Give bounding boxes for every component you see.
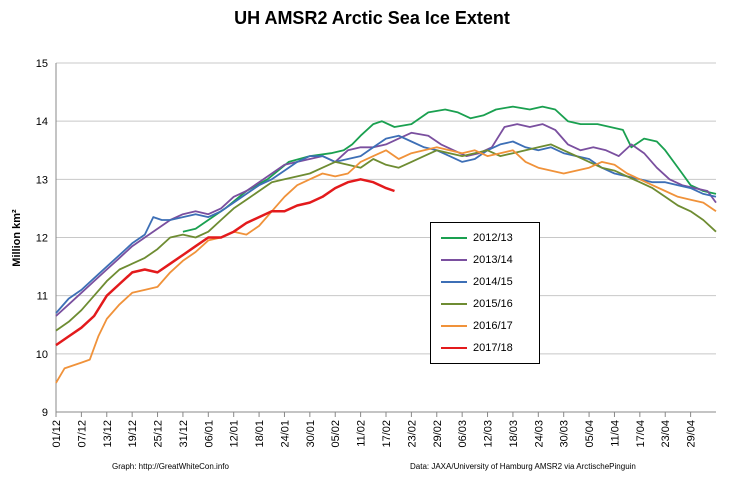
x-tick-label: 23/02 xyxy=(406,420,418,448)
legend-label: 2017/18 xyxy=(473,342,513,354)
legend-item: 2012/13 xyxy=(431,227,539,249)
legend-swatch xyxy=(441,325,467,327)
x-tick-label: 29/04 xyxy=(686,420,698,448)
x-tick-label: 11/04 xyxy=(609,420,621,447)
y-tick-label: 14 xyxy=(36,116,48,128)
x-tick-label: 29/02 xyxy=(432,420,444,448)
legend-item: 2013/14 xyxy=(431,249,539,271)
series-line-2015-16 xyxy=(55,143,717,332)
x-tick-label: 24/01 xyxy=(279,420,291,448)
x-tick-label: 11/02 xyxy=(356,420,368,447)
legend-label: 2013/14 xyxy=(473,254,513,266)
x-tick-label: 13/12 xyxy=(102,420,114,448)
x-tick-label: 25/12 xyxy=(153,420,165,448)
legend-label: 2012/13 xyxy=(473,232,513,244)
series-line-2013-14 xyxy=(55,123,717,317)
legend-label: 2016/17 xyxy=(473,320,513,332)
x-tick-label: 12/01 xyxy=(229,420,241,448)
x-tick-label: 05/02 xyxy=(330,420,342,448)
x-tick-label: 18/03 xyxy=(508,420,520,448)
legend-label: 2014/15 xyxy=(473,276,513,288)
x-tick-label: 18/01 xyxy=(254,420,266,448)
series-line-2014-15 xyxy=(55,134,717,314)
x-tick-label: 30/03 xyxy=(559,420,571,448)
y-tick-label: 9 xyxy=(42,407,48,419)
x-tick-label: 30/01 xyxy=(305,420,317,448)
y-tick-label: 15 xyxy=(36,58,48,70)
legend-item: 2015/16 xyxy=(431,293,539,315)
footer-credit-right: Data: JAXA/University of Hamburg AMSR2 v… xyxy=(410,462,636,471)
legend-swatch xyxy=(441,237,467,239)
x-tick-label: 06/03 xyxy=(457,420,469,448)
legend-swatch xyxy=(441,259,467,261)
legend-item: 2017/18 xyxy=(431,337,539,359)
footer-credit-left: Graph: http://GreatWhiteCon.info xyxy=(112,462,229,471)
x-tick-label: 01/12 xyxy=(51,420,63,448)
x-tick-label: 05/04 xyxy=(584,420,596,448)
legend-swatch xyxy=(441,281,467,283)
x-tick-label: 19/12 xyxy=(127,420,139,448)
y-tick-label: 10 xyxy=(36,349,48,361)
series-line-2012-13 xyxy=(182,105,717,233)
x-tick-label: 23/04 xyxy=(660,420,672,448)
x-tick-label: 07/12 xyxy=(76,420,88,448)
x-tick-label: 31/12 xyxy=(178,420,190,448)
legend: 2012/13 2013/14 2014/15 2015/16 2016/17 2017/… xyxy=(430,222,540,364)
x-tick-label: 06/01 xyxy=(203,420,215,448)
legend-swatch xyxy=(441,303,467,305)
y-tick-label: 12 xyxy=(36,233,48,245)
grid-layer xyxy=(56,62,716,413)
x-tick-label: 17/04 xyxy=(635,420,647,448)
legend-label: 2015/16 xyxy=(473,298,513,310)
legend-item: 2016/17 xyxy=(431,315,539,337)
series-layer xyxy=(55,105,717,384)
x-tick-label: 17/02 xyxy=(381,420,393,448)
y-axis-label: Million km² xyxy=(11,209,23,267)
legend-item: 2014/15 xyxy=(431,271,539,293)
x-tick-label: 24/03 xyxy=(533,420,545,448)
y-tick-label: 11 xyxy=(37,291,48,303)
axis-layer: 9 10 11 12 13 14 15 01/12 07/12 13/12 19/12 25/12 31… xyxy=(36,58,716,448)
x-tick-label: 12/03 xyxy=(483,420,495,448)
y-tick-label: 13 xyxy=(36,174,48,186)
series-line-2016-17 xyxy=(55,146,717,384)
series-line-2017-18 xyxy=(55,178,395,347)
legend-swatch xyxy=(441,347,467,349)
chart-title: UH AMSR2 Arctic Sea Ice Extent xyxy=(234,8,510,28)
